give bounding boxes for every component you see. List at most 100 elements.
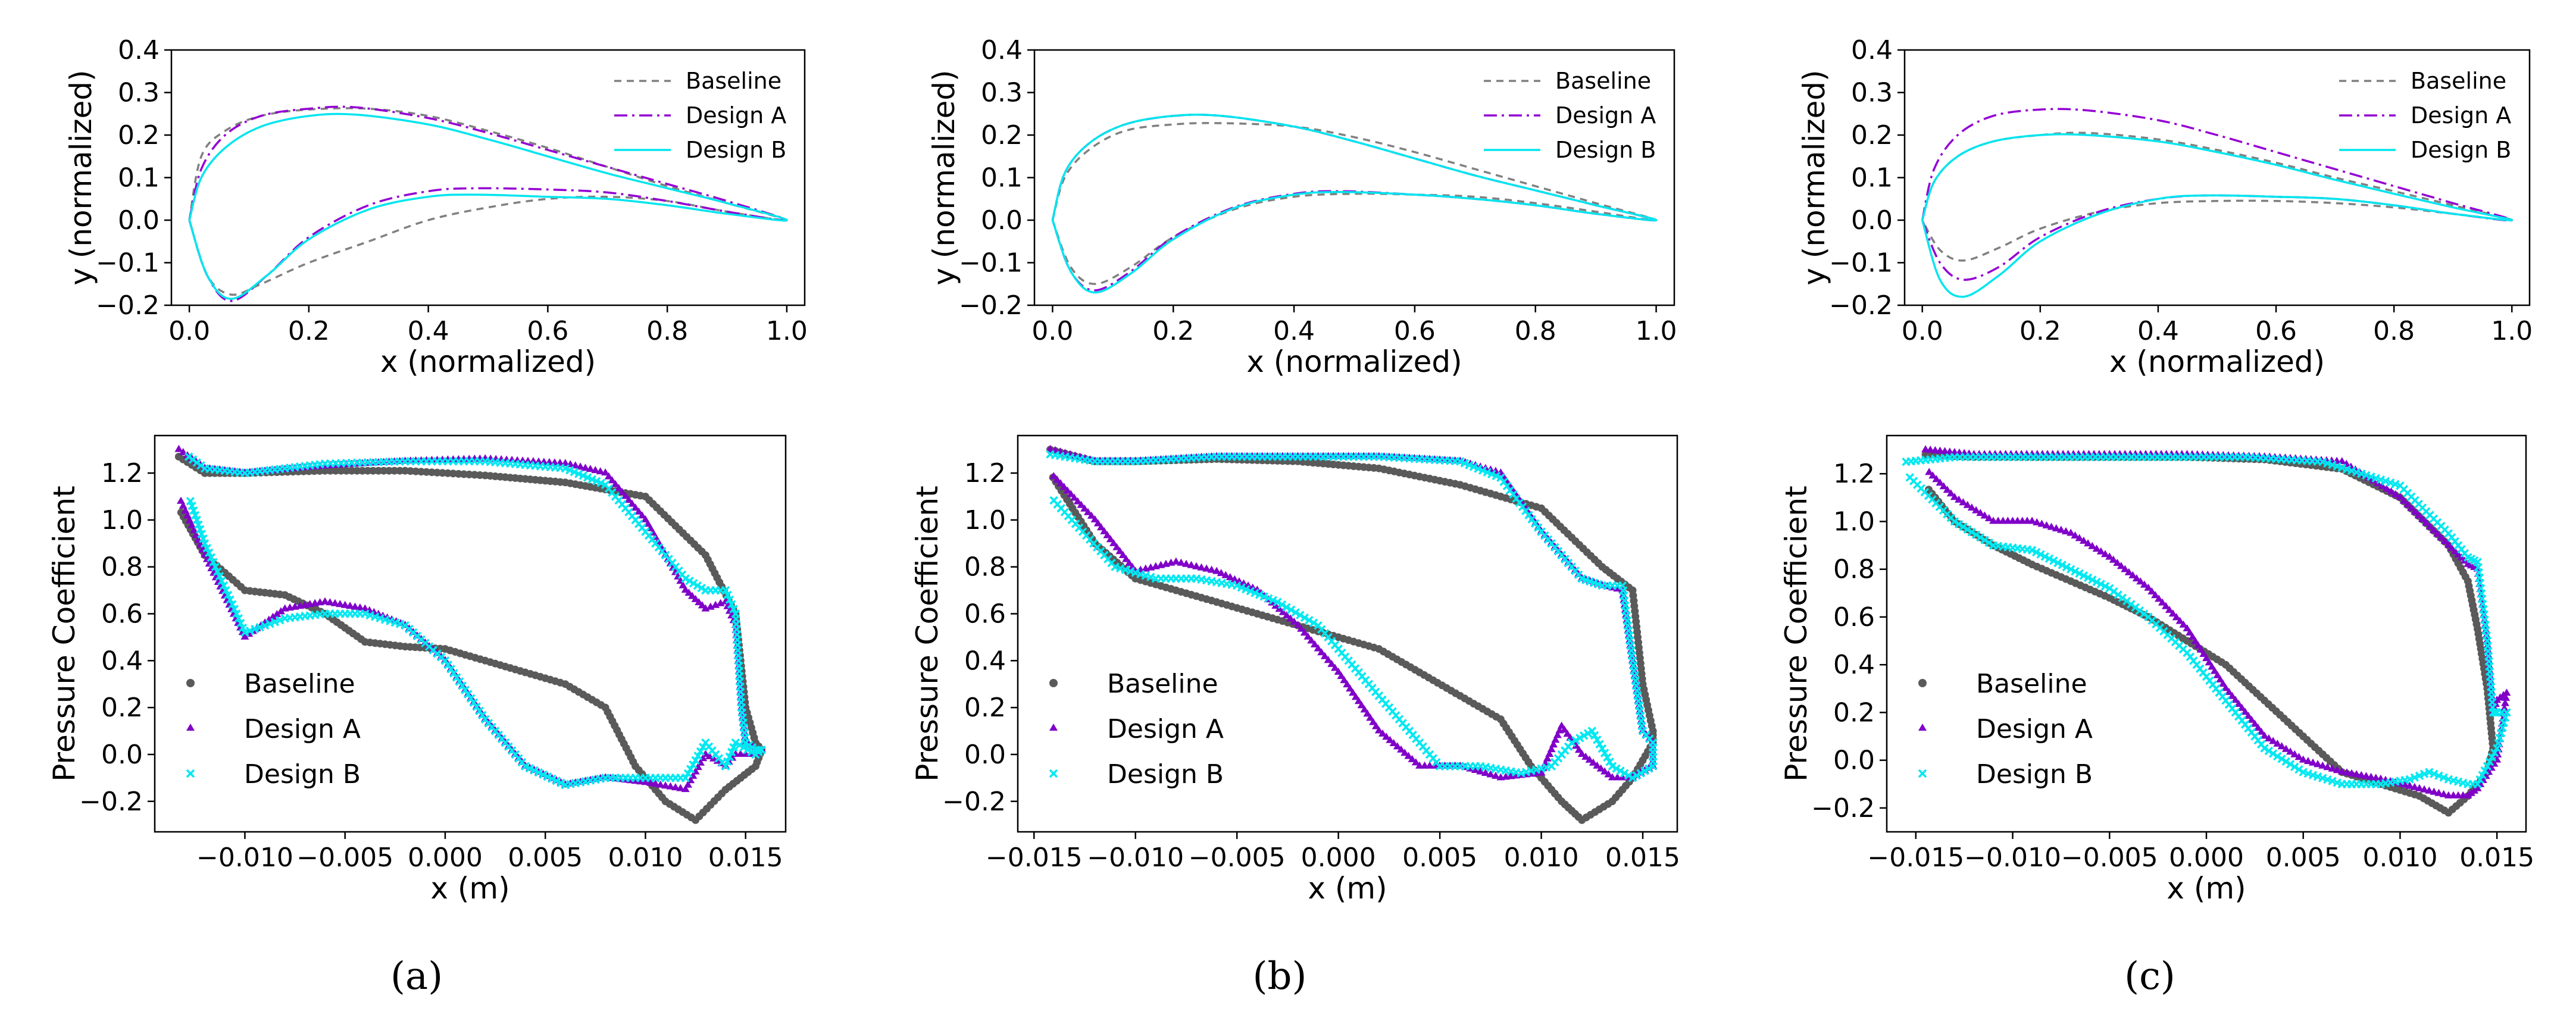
data-point bbox=[2433, 530, 2441, 537]
data-point bbox=[727, 747, 736, 757]
data-point bbox=[725, 752, 734, 762]
data-point bbox=[727, 600, 736, 609]
data-point bbox=[2493, 750, 2502, 757]
chart--b--airfoil: 0.0 0.2 0.4 0.6 0.8 1.0 −0.2 −0.1 0.0 0.1 0.2 0.3 0.… bbox=[927, 35, 1677, 379]
data-point bbox=[2425, 522, 2434, 530]
data-point bbox=[187, 521, 196, 528]
data-point bbox=[2294, 765, 2303, 774]
data-point bbox=[238, 623, 248, 633]
data-point bbox=[689, 579, 698, 588]
data-point bbox=[2071, 531, 2080, 538]
data-point bbox=[1455, 457, 1465, 466]
x-tick-label: −0.010 bbox=[1087, 843, 1184, 873]
data-point bbox=[2403, 500, 2412, 508]
data-point bbox=[1237, 583, 1246, 592]
data-point bbox=[1300, 628, 1309, 636]
data-point bbox=[1053, 475, 1062, 483]
data-point bbox=[2502, 688, 2511, 696]
data-point bbox=[1600, 767, 1609, 775]
data-point bbox=[751, 750, 760, 759]
legend-label-design-b: Design B bbox=[686, 137, 786, 163]
y-tick-label: 0.8 bbox=[1833, 555, 1875, 585]
data-point bbox=[2199, 650, 2208, 657]
y-axis-label: y (normalized) bbox=[64, 70, 98, 285]
data-point bbox=[565, 465, 574, 475]
x-tick-label: 0.015 bbox=[1605, 843, 1680, 873]
data-point bbox=[2286, 760, 2295, 769]
data-point bbox=[181, 506, 190, 514]
data-point bbox=[192, 515, 201, 525]
series-points-design-a bbox=[1921, 445, 2511, 799]
data-point bbox=[1460, 459, 1470, 468]
x-tick-label: 0.000 bbox=[1301, 843, 1376, 873]
data-point bbox=[735, 740, 744, 750]
data-point bbox=[1063, 486, 1072, 494]
data-point bbox=[213, 567, 222, 576]
data-point bbox=[2151, 591, 2160, 599]
data-point bbox=[631, 503, 640, 511]
subfigure-label-c: (c) bbox=[2124, 954, 2175, 998]
data-point bbox=[2225, 688, 2233, 695]
y-tick-label: −0.2 bbox=[959, 290, 1023, 321]
data-point bbox=[1976, 533, 1985, 542]
data-point bbox=[534, 457, 543, 465]
data-point bbox=[1354, 697, 1363, 705]
data-point bbox=[1984, 514, 1993, 521]
data-point bbox=[2415, 771, 2424, 780]
data-point bbox=[190, 511, 200, 520]
data-point bbox=[1268, 596, 1278, 605]
data-point bbox=[1581, 752, 1590, 760]
data-point bbox=[1959, 498, 1968, 506]
series-line-design-a bbox=[1051, 114, 1658, 292]
data-point bbox=[1248, 583, 1257, 591]
data-point bbox=[2194, 641, 2203, 649]
data-point bbox=[1046, 444, 1055, 452]
data-point bbox=[2434, 771, 2443, 780]
data-point bbox=[2281, 744, 2290, 752]
data-point bbox=[2260, 731, 2269, 739]
data-point bbox=[2440, 537, 2449, 544]
data-point bbox=[2044, 554, 2054, 563]
data-point bbox=[2399, 496, 2408, 504]
data-point bbox=[1939, 482, 1948, 490]
data-point bbox=[1612, 764, 1621, 773]
legend-label-baseline: Baseline bbox=[1107, 669, 1218, 699]
data-point bbox=[587, 475, 596, 484]
data-point bbox=[411, 456, 420, 464]
data-point bbox=[245, 626, 255, 635]
data-point bbox=[311, 599, 320, 606]
y-tick-label: 0.3 bbox=[1851, 78, 1893, 108]
data-point bbox=[2208, 662, 2217, 670]
data-point bbox=[2058, 561, 2067, 569]
x-tick-label: 1.0 bbox=[766, 316, 808, 346]
data-point bbox=[1086, 455, 1095, 463]
x-axis-label: x (m) bbox=[2167, 871, 2246, 906]
data-point bbox=[579, 471, 588, 480]
plot-area bbox=[1921, 108, 2514, 298]
data-point bbox=[628, 499, 636, 507]
data-point bbox=[260, 621, 270, 630]
data-point bbox=[177, 496, 185, 504]
x-tick-label: −0.005 bbox=[1189, 843, 1286, 873]
data-point bbox=[221, 585, 230, 595]
y-axis-label: Pressure Coefficient bbox=[47, 486, 82, 781]
data-point bbox=[1954, 519, 1964, 529]
plot-area bbox=[1046, 444, 1658, 824]
data-point bbox=[1972, 506, 1981, 514]
chart--a--airfoil: 0.0 0.2 0.4 0.6 0.8 1.0 −0.2 −0.1 0.0 0.1 0.2 0.3 0.… bbox=[64, 35, 808, 379]
data-point bbox=[174, 444, 183, 452]
data-point bbox=[2168, 609, 2177, 617]
data-point bbox=[614, 484, 623, 491]
data-point bbox=[390, 466, 399, 475]
data-point bbox=[1255, 590, 1264, 599]
plot-frame bbox=[1017, 434, 1678, 833]
data-point bbox=[2264, 746, 2274, 756]
data-point bbox=[1980, 536, 1989, 544]
data-point bbox=[1372, 722, 1380, 729]
data-point bbox=[1349, 688, 1357, 696]
x-tick-label: 0.4 bbox=[408, 316, 449, 346]
data-point bbox=[2100, 581, 2110, 591]
data-point bbox=[1620, 769, 1629, 778]
y-tick-label: 0.3 bbox=[981, 78, 1023, 108]
data-point bbox=[2490, 708, 2500, 717]
